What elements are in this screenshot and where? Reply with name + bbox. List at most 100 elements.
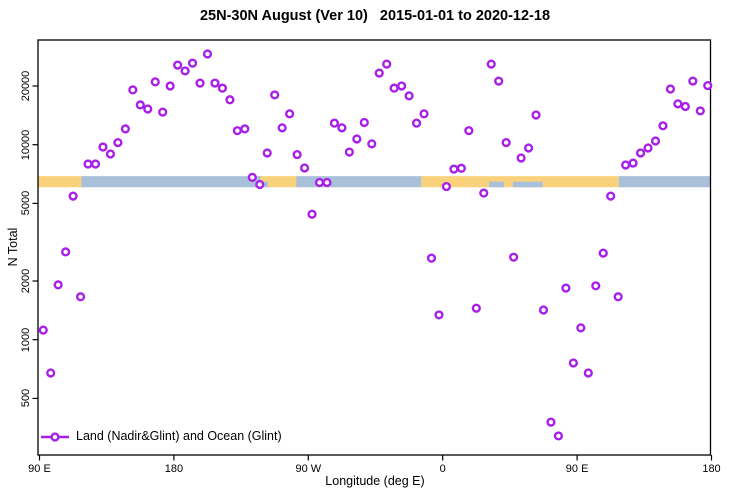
data-point — [441, 181, 452, 192]
data-point — [673, 99, 683, 109]
data-point — [299, 163, 310, 173]
data-point — [538, 305, 549, 315]
surface-band-notch — [488, 181, 504, 188]
data-point — [591, 281, 601, 291]
surface-band-ocean — [618, 176, 711, 188]
data-point — [113, 138, 123, 148]
data-point — [486, 59, 496, 69]
legend-marker-icon — [50, 432, 60, 442]
data-point — [344, 147, 354, 157]
data-point — [688, 76, 698, 86]
data-point — [598, 248, 608, 258]
data-point — [411, 118, 422, 128]
x-axis-title: Longitude (deg E) — [325, 474, 425, 488]
data-point — [270, 90, 280, 100]
data-point — [419, 109, 429, 119]
data-point — [46, 368, 56, 378]
surface-band-land — [38, 176, 85, 188]
data-point — [561, 283, 571, 293]
data-point — [61, 247, 71, 257]
data-point — [352, 134, 362, 144]
data-point — [225, 95, 235, 105]
data-point — [621, 160, 631, 170]
data-point — [68, 191, 78, 201]
data-point — [292, 149, 302, 160]
data-point — [75, 292, 86, 302]
data-point — [404, 91, 414, 101]
data-point — [501, 138, 511, 148]
data-point — [680, 101, 690, 112]
data-point — [210, 78, 220, 88]
data-point — [83, 159, 93, 169]
surface-band-land — [260, 176, 300, 188]
data-point — [583, 368, 593, 378]
data-point — [105, 149, 116, 159]
data-point — [389, 83, 399, 93]
data-point — [628, 158, 638, 168]
data-point — [195, 78, 205, 88]
legend-label: Land (Nadir&Glint) and Ocean (Glint) — [76, 429, 282, 443]
data-point — [479, 188, 489, 198]
data-point — [187, 58, 198, 68]
data-point — [202, 49, 213, 59]
data-point — [173, 60, 183, 70]
data-point — [665, 84, 676, 94]
data-point — [606, 191, 616, 201]
data-point — [143, 104, 153, 114]
data-point — [285, 109, 295, 119]
data-point — [240, 124, 250, 134]
data-point — [703, 80, 713, 91]
data-point — [337, 123, 347, 133]
data-point — [695, 106, 705, 116]
data-point — [135, 100, 145, 110]
data-point — [255, 179, 265, 190]
data-point — [262, 148, 272, 158]
data-point — [635, 148, 646, 158]
data-point — [397, 81, 407, 91]
data-point — [471, 303, 481, 313]
data-point — [426, 253, 437, 263]
data-point — [509, 252, 519, 262]
data-point — [374, 68, 384, 78]
data-point — [329, 118, 340, 128]
data-point — [120, 124, 130, 134]
data-point — [277, 123, 287, 133]
data-point — [158, 107, 168, 117]
data-point — [464, 126, 474, 136]
data-point — [217, 83, 228, 93]
data-point — [434, 310, 444, 320]
data-point — [576, 323, 586, 333]
data-point — [232, 126, 242, 136]
data-point — [247, 172, 257, 182]
chart-title: 25N-30N August (Ver 10) 2015-01-01 to 20… — [199, 8, 551, 24]
data-point — [128, 85, 138, 95]
data-point — [449, 164, 459, 174]
data-point — [643, 143, 653, 153]
data-point — [494, 76, 504, 86]
data-point — [568, 358, 578, 368]
data-point — [359, 117, 369, 128]
surface-band-ocean — [296, 176, 425, 188]
data-point — [553, 431, 564, 441]
data-point — [367, 139, 377, 149]
data-point — [98, 142, 108, 152]
data-point — [38, 325, 48, 335]
surface-band-notch — [512, 181, 543, 188]
data-point — [53, 280, 63, 290]
data-point — [307, 209, 317, 219]
data-point — [322, 177, 332, 188]
data-point — [382, 59, 392, 69]
data-point — [523, 143, 534, 153]
data-point — [165, 81, 175, 91]
data-point — [613, 292, 623, 302]
data-point — [180, 66, 190, 76]
data-point — [314, 177, 325, 188]
data-point — [531, 110, 541, 120]
data-point — [516, 153, 526, 163]
plot-box — [37, 39, 712, 456]
data-point — [150, 77, 160, 87]
data-point — [650, 136, 661, 146]
data-point — [546, 417, 556, 427]
